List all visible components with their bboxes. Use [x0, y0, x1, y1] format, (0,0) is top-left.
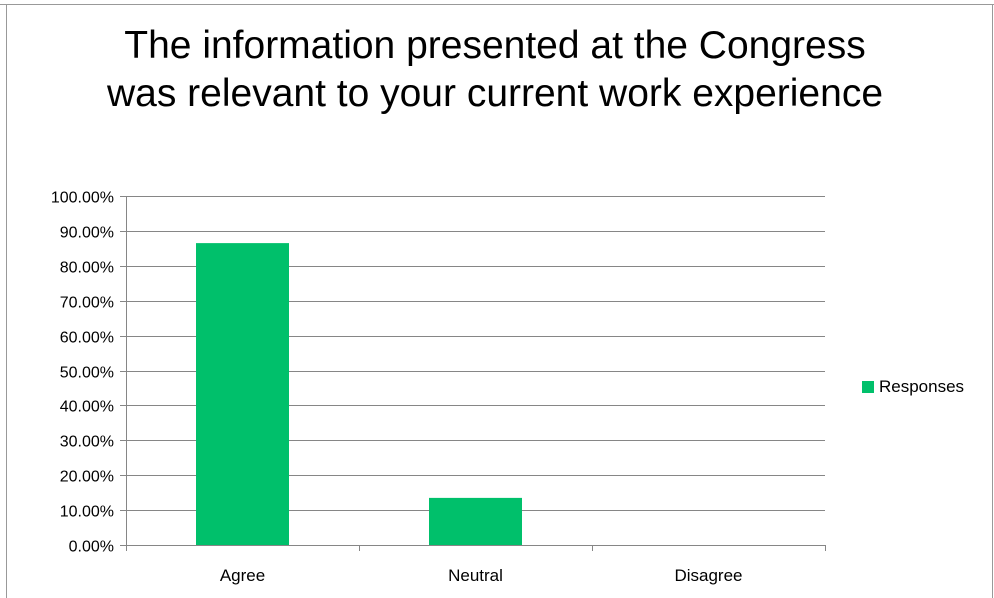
chart-border-left: [6, 4, 7, 598]
y-tick-label: 90.00%: [60, 225, 114, 242]
chart-border-top: [0, 4, 994, 5]
y-tick-label: 50.00%: [60, 365, 114, 382]
y-tick-label: 60.00%: [60, 330, 114, 347]
chart-legend: Responses: [862, 376, 964, 398]
y-tick-label: 0.00%: [69, 539, 114, 556]
y-tick-label: 80.00%: [60, 260, 114, 277]
legend-label: Responses: [879, 377, 965, 396]
y-tick-label: 100.00%: [51, 190, 114, 207]
x-category-label: Neutral: [448, 566, 503, 585]
x-category-label: Agree: [220, 566, 265, 585]
y-tick-label: 40.00%: [60, 399, 114, 416]
y-tick-label: 20.00%: [60, 469, 114, 486]
bar-neutral: [429, 497, 522, 545]
chart-title: The information presented at the Congres…: [106, 24, 884, 115]
y-tick-label: 30.00%: [60, 434, 114, 451]
x-category-label: Disagree: [674, 566, 742, 585]
bar-agree: [196, 243, 289, 546]
chart-border-right: [992, 4, 993, 598]
y-tick-label: 10.00%: [60, 504, 114, 521]
y-tick-label: 70.00%: [60, 295, 114, 312]
legend-swatch: [862, 381, 874, 393]
